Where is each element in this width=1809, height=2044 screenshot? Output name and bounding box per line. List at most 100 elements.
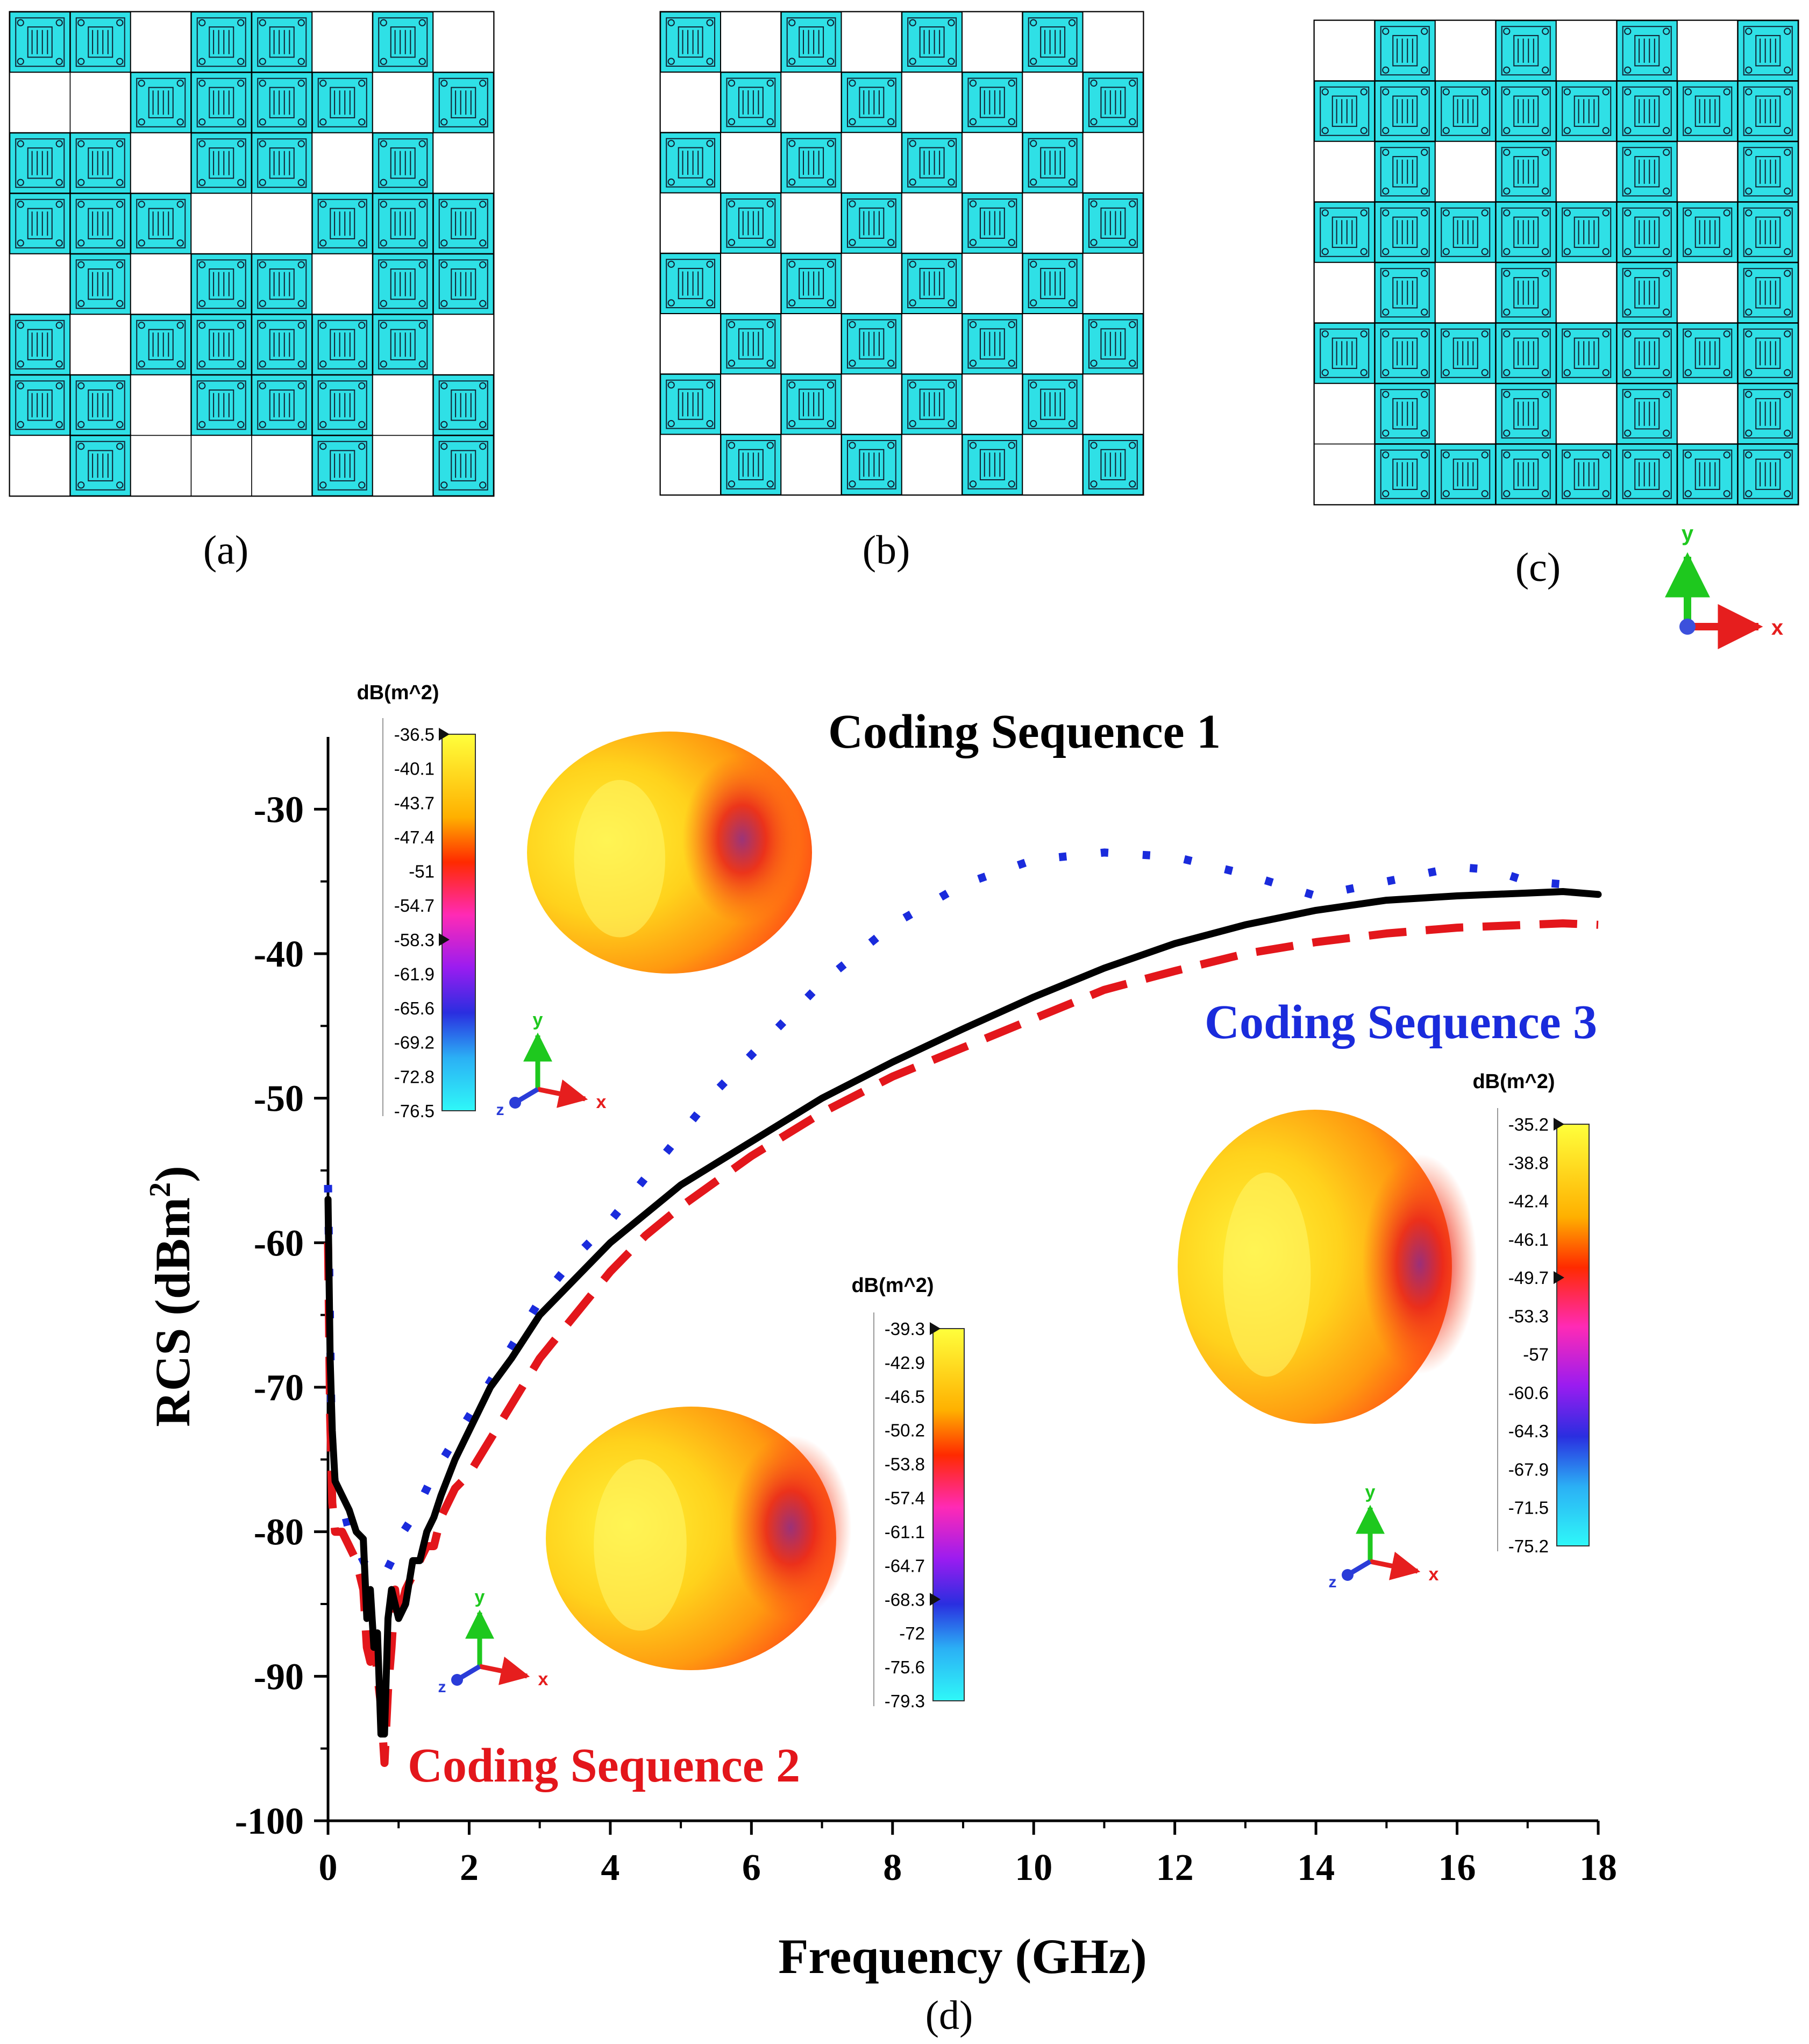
unit-cell [372,314,434,376]
unit-cell [69,435,132,497]
colorbar-tick-label: -64.3 [1508,1421,1549,1441]
x-tick-label: 12 [1156,1847,1194,1889]
unit-cell [1374,261,1436,324]
unit-cell [372,253,434,315]
unit-cell [1495,261,1557,324]
x-tick-label: 8 [883,1847,902,1889]
x-tick-label: 16 [1438,1847,1476,1889]
x-tick-label: 0 [319,1847,338,1889]
unit-cell [1616,322,1678,385]
unit-cell [962,434,1023,496]
unit-cell [1676,443,1739,506]
colorbar-tick-label: -75.2 [1508,1536,1549,1556]
colorbar-marker [930,1322,941,1335]
y-tick-label: -90 [254,1656,304,1698]
unit-cell [190,132,253,194]
colorbar-tick-label: -40.1 [394,759,435,779]
colorbar-tick-label: -50.2 [885,1421,925,1440]
panel-label-b: (b) [863,528,910,573]
unit-cell [1374,80,1436,143]
rcs-pattern-sphere-1 [527,732,812,974]
triad-z-label: z [438,1678,446,1696]
unit-cell [432,435,495,497]
unit-cell [901,132,963,194]
annotation-seq2: Coding Sequence 2 [408,1739,800,1792]
colorbar-tick-label: -49.7 [1508,1268,1549,1288]
colorbar-tick-label: -42.9 [885,1353,925,1373]
unit-cell [1495,322,1557,385]
panel-label-a: (a) [203,528,248,573]
colorbar-tick-label: -46.1 [1508,1230,1549,1250]
unit-cell [1022,132,1084,194]
triad-top-y: y [1682,522,1694,545]
unit-cell [720,434,782,496]
unit-cell [251,253,313,315]
triad-y-label: y [1365,1482,1376,1502]
colorbar-seq2: dB(m^2) -39.3 -42.9 -46.5 -50.2 -53.8 -57.4 -61… [851,1274,965,1711]
unit-cell [9,11,71,73]
unit-cell [190,374,253,436]
colorbar-tick-label: -71.5 [1508,1498,1549,1518]
y-axis-label-main: RCS (dBm [145,1197,200,1427]
unit-cell [190,253,253,315]
unit-cell [1616,261,1678,324]
unit-cell [901,11,963,73]
unit-cell [1737,201,1799,264]
unit-cell [251,132,313,194]
unit-cell [69,253,132,315]
x-axis-label: Frequency (GHz) [778,1929,1147,1984]
unit-cell [1555,201,1618,264]
unit-cell [1737,80,1799,143]
annotation-seq3: Coding Sequence 3 [1205,996,1597,1049]
colorbar-tick-label: -57 [1523,1345,1549,1365]
colorbar-tick-label: -65.6 [394,998,435,1018]
unit-cell [432,72,495,134]
y-tick-label: -70 [254,1367,304,1409]
metasurface-panel-2 [659,11,1144,496]
unit-cell [372,11,434,73]
unit-cell [190,72,253,134]
unit-cell [251,11,313,73]
unit-cell [1616,443,1678,506]
unit-cell [1737,261,1799,324]
unit-cell [9,374,71,436]
x-tick-label: 2 [460,1847,479,1889]
unit-cell [311,314,374,376]
triad-x-label: x [596,1092,607,1112]
unit-cell [1022,252,1084,315]
unit-cell [69,11,132,73]
unit-cell [1495,19,1557,82]
unit-cell [720,72,782,133]
y-tick-label: -40 [254,934,304,975]
unit-cell [1676,322,1739,385]
unit-cell [432,193,495,255]
unit-cell [9,193,71,255]
colorbar-tick-label: -60.6 [1508,1383,1549,1403]
colorbar-tick-label: -61.1 [885,1522,925,1542]
x-tick-label: 6 [742,1847,761,1889]
metasurface-panel-3 [1313,19,1799,506]
unit-cell [372,132,434,194]
triad-z-label: z [496,1101,504,1119]
triad-y-label: y [475,1587,485,1607]
unit-cell [901,252,963,315]
unit-cell [69,193,132,255]
unit-cell [1495,443,1557,506]
colorbar-gradient [441,734,476,1111]
triad-y-label: y [533,1010,543,1030]
rcs-insets: dB(m^2) -36.5 -40.1 -43.7 -47.4 -51 -54.7 -58.3… [357,682,1590,1711]
colorbar-tick-label: -75.6 [885,1657,925,1677]
axes-triad-2: y x z [438,1587,549,1696]
unit-cell [1495,382,1557,445]
unit-cell [841,72,903,133]
series-line-seq1 [324,888,1602,1738]
colorbar-tick-label: -72 [899,1623,925,1643]
unit-cell [1434,443,1497,506]
colorbar-seq3: dB(m^2) -35.2 -38.8 -42.4 -46.1 -49.7 -53.3 -57… [1472,1070,1590,1556]
unit-cell [780,373,842,435]
colorbar-tick-label: -39.3 [885,1319,925,1339]
unit-cell [780,252,842,315]
axes-triad-3: y x z [1329,1482,1439,1591]
unit-cell [69,132,132,194]
colorbar-marker [930,1593,941,1606]
